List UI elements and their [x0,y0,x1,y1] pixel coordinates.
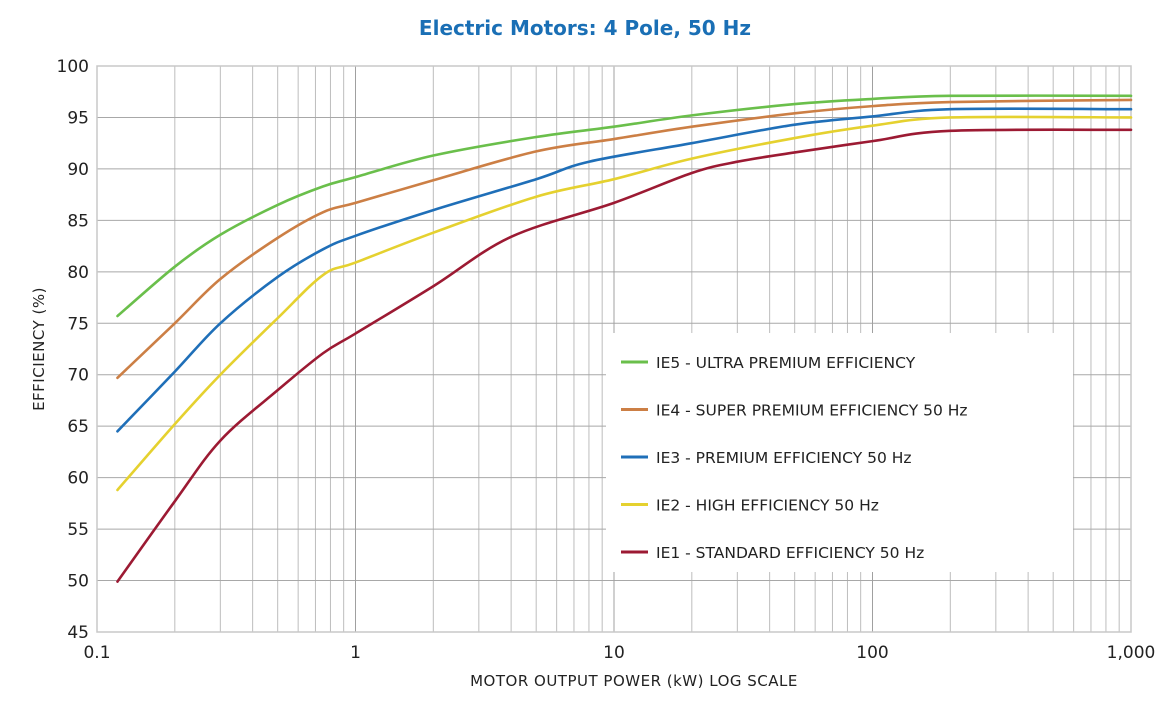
y-tick-label: 45 [67,623,89,643]
legend: IE5 - ULTRA PREMIUM EFFICIENCY IE4 - SUPE… [606,333,1073,572]
series-line [116,94,1133,318]
y-tick-label: 60 [67,469,89,489]
plot-frame [96,65,1132,633]
series-line [116,115,1133,492]
series-line [116,107,1133,433]
y-tick-label: 90 [67,160,89,180]
x-tick-label: 10 [603,643,625,663]
series-line [116,98,1133,380]
y-axis-label: EFFICIENCY (%) [30,287,48,411]
chart-title: Electric Motors: 4 Pole, 50 Hz [418,16,752,40]
legend-label: IE4 - SUPER PREMIUM EFFICIENCY 50 Hz [656,402,968,420]
legend-label: IE1 - STANDARD EFFICIENCY 50 Hz [656,544,924,562]
legend-label: IE5 - ULTRA PREMIUM EFFICIENCY [656,354,916,372]
x-tick-label: 100 [856,643,888,663]
x-tick-label: 1,000 [1107,643,1156,663]
y-tick-label: 50 [67,572,89,592]
y-tick-label: 75 [67,314,89,334]
y-tick-label: 85 [67,211,89,231]
y-tick-label: 55 [67,520,89,540]
legend-box [606,333,1073,572]
x-tick-label: 0.1 [83,643,110,663]
x-tick-label: 1 [350,643,361,663]
legend-label: IE3 - PREMIUM EFFICIENCY 50 Hz [656,449,912,467]
legend-label: IE2 - HIGH EFFICIENCY 50 Hz [656,497,879,515]
y-tick-label: 80 [67,263,89,283]
y-tick-label: 65 [67,417,89,437]
y-tick-label: 95 [67,108,89,128]
series-line [116,128,1133,583]
x-axis-label: MOTOR OUTPUT POWER (kW) LOG SCALE [470,672,798,690]
y-tick-label: 70 [67,366,89,386]
y-tick-label: 100 [57,57,89,77]
